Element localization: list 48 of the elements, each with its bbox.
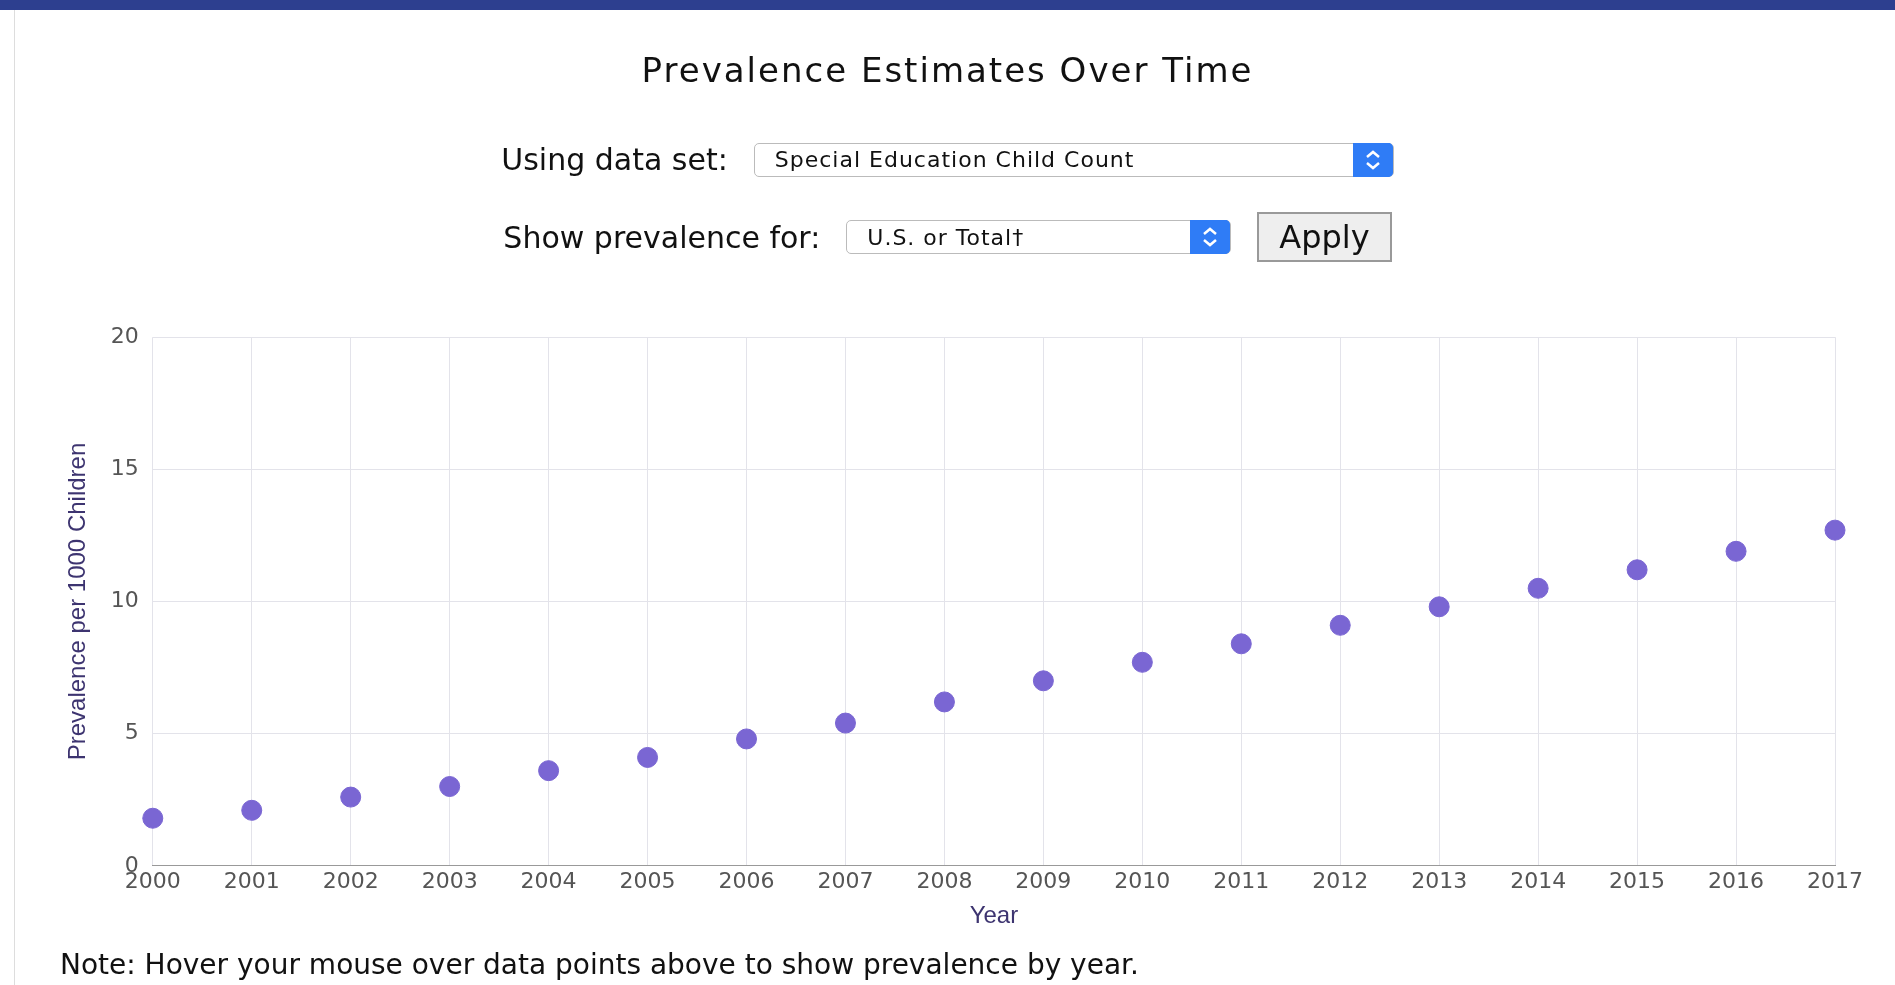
y-tick-label: 5 (124, 719, 139, 745)
dropdown: Special Education Child Count (753, 142, 1394, 177)
point (142, 807, 164, 829)
x-tick-label: 2005 (619, 867, 676, 893)
point (1428, 596, 1450, 618)
text: Using data set: (501, 142, 728, 177)
x-tick-label: 2017 (1807, 867, 1863, 893)
y-tick-label: 15 (110, 455, 139, 481)
point (1032, 670, 1054, 692)
chart-title: Prevalence Estimates Over Time (640, 50, 1255, 90)
x-tick-label: 2012 (1312, 867, 1369, 893)
point (340, 786, 362, 808)
dropdown: U.S. or Total† (846, 220, 1232, 254)
x-tick-label: 2013 (1411, 867, 1468, 893)
x-tick-label: 2008 (916, 867, 973, 893)
point (933, 691, 955, 713)
point (637, 746, 659, 768)
text: Note: Hover your mouse over data points above to show prevalence by year. (60, 948, 1139, 981)
point (736, 728, 758, 750)
x-tick-label: 2004 (520, 867, 577, 893)
text: Show prevalence for: (503, 219, 821, 255)
x-tick-label: 2001 (223, 867, 280, 893)
point (439, 776, 461, 798)
x-tick-label: 2014 (1510, 867, 1567, 893)
apply-button: Apply (1257, 212, 1392, 262)
x-tick-label: 2002 (322, 867, 379, 893)
point (1824, 519, 1846, 541)
x-tick-label: 2016 (1708, 867, 1765, 893)
x-tick-label: 2010 (1114, 867, 1171, 893)
point (1626, 559, 1648, 581)
point (834, 712, 856, 734)
x-tick-label: 2006 (718, 867, 775, 893)
point (1725, 540, 1747, 562)
point (1527, 577, 1549, 599)
y-tick-label: 10 (110, 587, 139, 613)
x-tick-label: 2003 (421, 867, 478, 893)
y-axis-title: Prevalence per 1000 Children (63, 442, 91, 761)
y-tick-label: 20 (110, 322, 139, 348)
point (1230, 633, 1252, 655)
x-tick-label: 2009 (1015, 867, 1072, 893)
point (1329, 614, 1351, 636)
x-tick-label: 2015 (1609, 867, 1666, 893)
point (1131, 651, 1153, 673)
x-axis-title: Year (969, 901, 1019, 929)
point (241, 799, 263, 821)
x-tick-label: 2007 (817, 867, 874, 893)
point (538, 760, 560, 782)
x-tick-label: 2011 (1213, 867, 1270, 893)
